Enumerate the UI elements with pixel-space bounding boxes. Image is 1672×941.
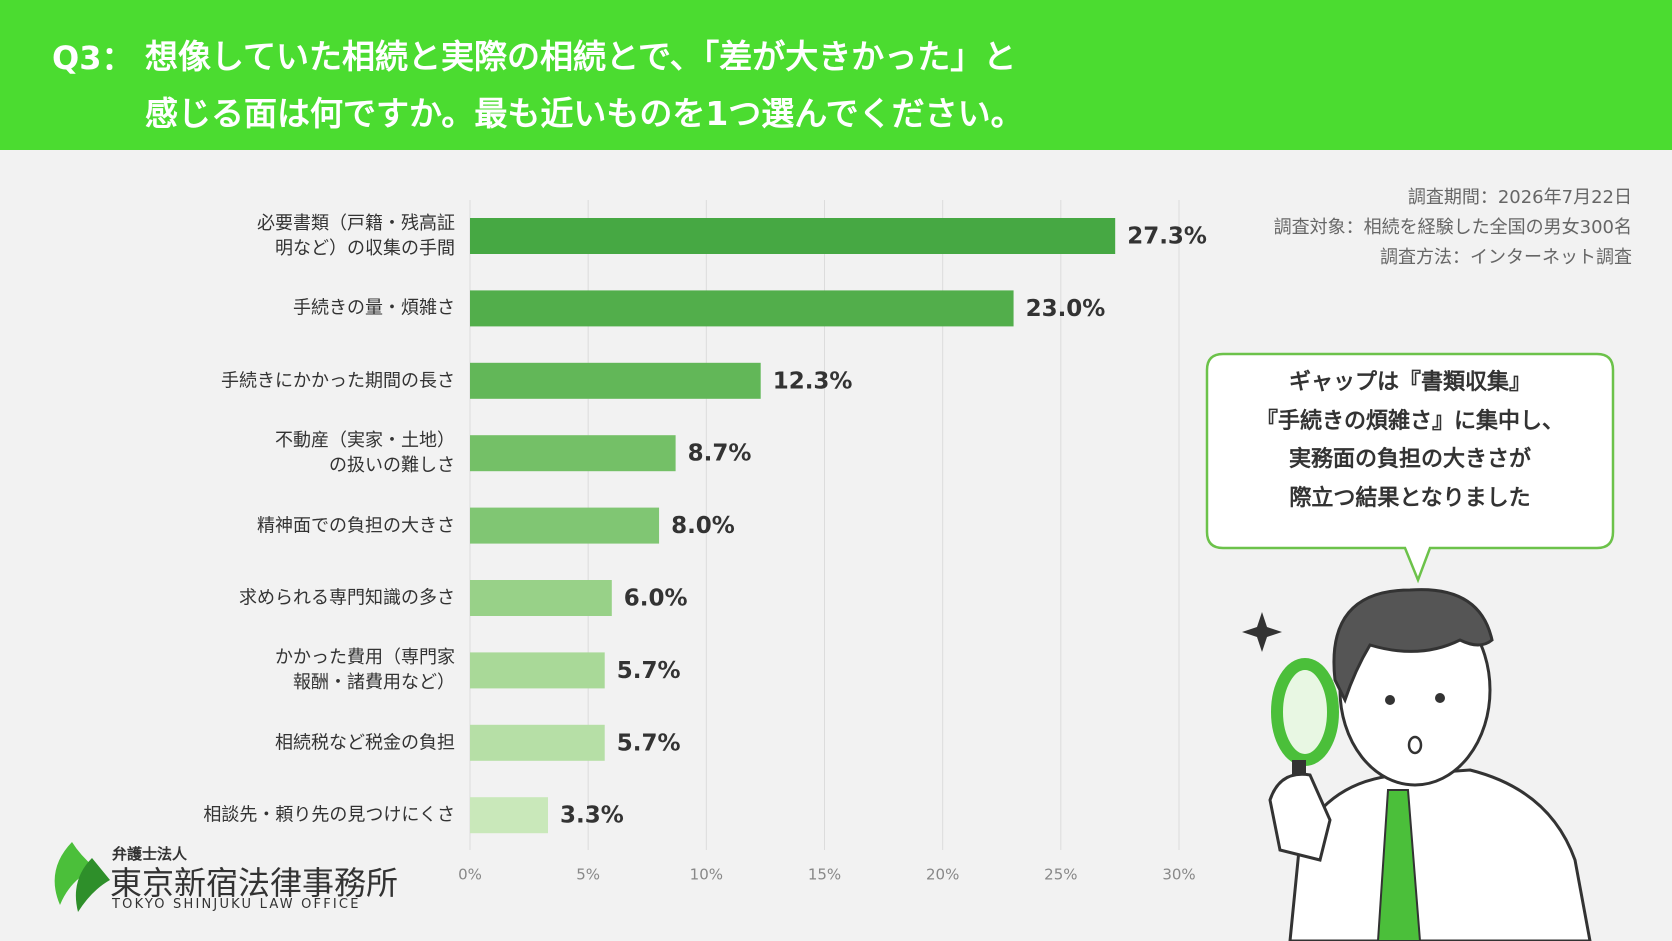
bar — [470, 435, 676, 472]
bar — [470, 724, 605, 761]
category-label: 精神面での負担の大きさ — [257, 515, 455, 537]
category-label: 手続きにかかった期間の長さ — [221, 370, 455, 392]
logo-sub: 弁護士法人 — [112, 845, 188, 863]
value-label: 8.0% — [671, 513, 735, 539]
survey-period: 調査期間：2026年7月22日 — [1407, 187, 1632, 208]
header-band — [0, 0, 1672, 150]
category-label: 不動産（実家・土地） の扱いの難しさ — [275, 430, 455, 477]
value-label: 8.7% — [688, 441, 752, 467]
question-label: Q3： — [52, 39, 134, 77]
logo-mark — [54, 842, 110, 912]
category-label: 必要書類（戸籍・残高証 明など）の収集の手間 — [257, 213, 455, 259]
category-label: 求められる専門知識の多さ — [239, 587, 455, 609]
category-label: 相続税など税金の負担 — [275, 732, 455, 754]
x-tick-label: 15% — [808, 866, 841, 884]
bar — [470, 797, 548, 834]
category-label: かかった費用（専門家 報酬・諸費用など） — [275, 647, 455, 694]
bar — [470, 580, 612, 616]
question-title: 想像していた相続と実際の相続とで、「差が大きかった」と 感じる面は何ですか。最も… — [145, 37, 1024, 133]
value-label: 27.3% — [1127, 224, 1207, 250]
category-label: 手続きの量・煩雑さ — [293, 297, 455, 319]
x-tick-label: 20% — [926, 866, 959, 884]
value-label: 23.0% — [1026, 296, 1106, 322]
x-tick-label: 30% — [1162, 866, 1195, 884]
value-label: 6.0% — [624, 586, 688, 612]
logo-name: 東京新宿法律事務所 — [110, 864, 399, 902]
x-tick-label: 5% — [576, 866, 600, 884]
bar — [470, 218, 1116, 254]
x-tick-label: 0% — [458, 866, 482, 884]
logo-english: TOKYO SHINJUKU LAW OFFICE — [112, 897, 361, 912]
bar — [470, 652, 605, 689]
survey-method: 調査方法：インターネット調査 — [1380, 247, 1632, 268]
illustration — [1205, 352, 1615, 941]
bar — [470, 290, 1014, 327]
callout-text: ギャップは『書類収集』 『手続きの煩雑さ』に集中し、 実務面の負担の大きさが 際… — [1255, 370, 1564, 511]
survey-target: 調査対象：相続を経験した全国の男女300名 — [1273, 217, 1632, 238]
value-label: 3.3% — [560, 803, 624, 829]
x-tick-label: 25% — [1044, 866, 1077, 884]
bar — [470, 362, 761, 399]
value-label: 12.3% — [773, 368, 853, 394]
category-label: 相談先・頼り先の見つけにくさ — [203, 804, 455, 826]
x-tick-label: 10% — [690, 866, 723, 884]
value-label: 5.7% — [617, 658, 681, 684]
value-label: 5.7% — [617, 730, 681, 756]
bar — [470, 507, 660, 544]
